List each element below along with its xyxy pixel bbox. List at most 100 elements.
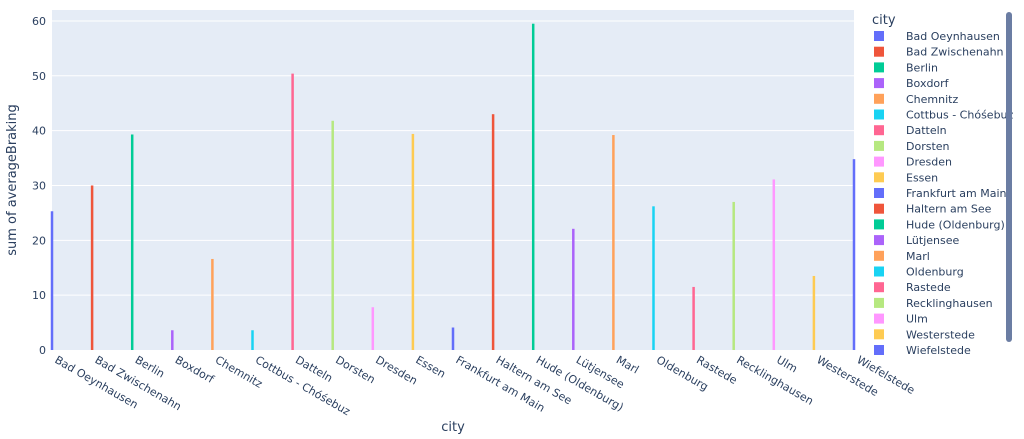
bar[interactable]	[732, 201, 735, 350]
legend-item[interactable]: Datteln	[874, 124, 947, 137]
legend-item[interactable]: Hude (Oldenburg)	[874, 218, 1005, 231]
legend-swatch	[874, 219, 884, 230]
y-tick-label: 50	[32, 70, 46, 83]
legend-swatch	[874, 62, 884, 73]
legend-title: city	[872, 13, 896, 28]
legend-label: Essen	[906, 171, 938, 184]
y-axis-ticks: 0 10 20 30 40 50 60	[32, 15, 46, 357]
bar[interactable]	[572, 228, 575, 350]
legend-label: Rastede	[906, 281, 951, 294]
legend-label: Oldenburg	[906, 266, 964, 279]
legend-label: Recklinghausen	[906, 297, 993, 310]
legend-swatch	[874, 266, 884, 277]
bars	[50, 23, 856, 351]
legend-swatch	[874, 93, 884, 104]
legend-label: Marl	[906, 250, 930, 263]
legend-swatch	[874, 282, 884, 293]
y-axis-title: sum of averageBraking	[5, 104, 20, 256]
y-tick-label: 60	[32, 15, 46, 28]
legend-item[interactable]: Bad Oeynhausen	[874, 30, 1000, 43]
bar[interactable]	[130, 134, 134, 350]
y-tick-label: 20	[32, 234, 46, 247]
bar[interactable]	[772, 179, 776, 350]
bar[interactable]	[812, 275, 816, 350]
bar[interactable]	[331, 120, 334, 350]
legend-item[interactable]: Dorsten	[874, 140, 950, 153]
bar[interactable]	[692, 286, 695, 350]
legend-label: Westerstede	[906, 328, 975, 341]
legend-label: Chemnitz	[906, 93, 958, 106]
legend-swatch	[874, 78, 884, 89]
bar[interactable]	[852, 159, 856, 350]
legend-item[interactable]: Marl	[874, 250, 930, 263]
legend-label: Haltern am See	[906, 203, 992, 216]
legend-swatch	[874, 188, 884, 198]
y-tick-label: 30	[32, 179, 46, 192]
x-tick-label: Dorsten	[333, 353, 377, 386]
bar[interactable]	[171, 330, 174, 350]
bar[interactable]	[90, 185, 94, 350]
legend-swatch	[874, 156, 884, 167]
legend-item[interactable]: Cottbus - Chóśebuz	[874, 109, 1014, 122]
legend-label: Wiefelstede	[906, 344, 971, 357]
legend-scrollbar[interactable]	[1006, 12, 1012, 342]
legend-item[interactable]: Dresden	[874, 156, 952, 169]
legend-swatch	[874, 235, 884, 246]
legend-item[interactable]: Haltern am See	[874, 203, 992, 216]
bar[interactable]	[652, 206, 655, 350]
legend-swatch	[874, 140, 884, 151]
bar[interactable]	[291, 73, 294, 350]
x-tick-label: Dresden	[373, 353, 419, 387]
legend-swatch	[874, 172, 884, 183]
y-tick-label: 0	[39, 344, 46, 357]
bar[interactable]	[531, 23, 535, 350]
legend-item[interactable]: Rastede	[874, 281, 951, 294]
bar[interactable]	[612, 135, 615, 350]
legend-label: Dresden	[906, 156, 952, 169]
x-axis-title: city	[441, 420, 465, 435]
plot-background	[52, 10, 854, 350]
legend-swatch	[874, 203, 884, 214]
legend-item[interactable]: Ulm	[874, 313, 928, 326]
bar[interactable]	[211, 258, 214, 350]
y-tick-label: 10	[32, 289, 46, 302]
legend-label: Lütjensee	[906, 234, 960, 247]
legend-item[interactable]: Oldenburg	[874, 266, 964, 279]
bar[interactable]	[411, 133, 415, 350]
bar[interactable]	[491, 114, 495, 351]
legend-label: Dorsten	[906, 140, 950, 153]
legend-swatch	[874, 250, 884, 261]
legend-item[interactable]: Berlin	[874, 61, 938, 74]
legend-item[interactable]: Wiefelstede	[874, 344, 971, 357]
legend-item[interactable]: Boxdorf	[874, 77, 950, 90]
legend-swatch	[874, 31, 884, 41]
legend-item[interactable]: Lütjensee	[874, 234, 960, 247]
bar[interactable]	[451, 327, 455, 350]
x-tick-label: Marl	[614, 353, 641, 376]
y-tick-label: 40	[32, 125, 46, 138]
legend-swatch	[874, 109, 884, 120]
legend-swatch	[874, 345, 884, 355]
legend-item[interactable]: Frankfurt am Main	[874, 187, 1007, 200]
x-tick-label: Ulm	[774, 353, 799, 375]
bar[interactable]	[251, 330, 254, 350]
legend-label: Cottbus - Chóśebuz	[906, 109, 1014, 122]
legend-item[interactable]: Bad Zwischenahn	[874, 46, 1004, 59]
legend-label: Bad Oeynhausen	[906, 30, 1000, 43]
legend-item[interactable]: Westerstede	[874, 328, 975, 341]
legend-item[interactable]: Essen	[874, 171, 938, 184]
legend-swatch	[874, 125, 884, 136]
legend-item[interactable]: Recklinghausen	[874, 297, 993, 310]
legend-item[interactable]: Chemnitz	[874, 93, 958, 106]
legend-label: Ulm	[906, 313, 928, 326]
legend-swatch	[874, 329, 884, 340]
legend-swatch	[874, 297, 884, 308]
legend-label: Hude (Oldenburg)	[906, 218, 1005, 231]
bar[interactable]	[50, 211, 54, 350]
legend[interactable]: Bad Oeynhausen Bad Zwischenahn Berlin Boxdo…	[874, 30, 1014, 357]
legend-label: Bad Zwischenahn	[906, 46, 1004, 59]
legend-label: Berlin	[906, 61, 938, 74]
legend-swatch	[874, 313, 884, 324]
bar[interactable]	[371, 307, 375, 350]
